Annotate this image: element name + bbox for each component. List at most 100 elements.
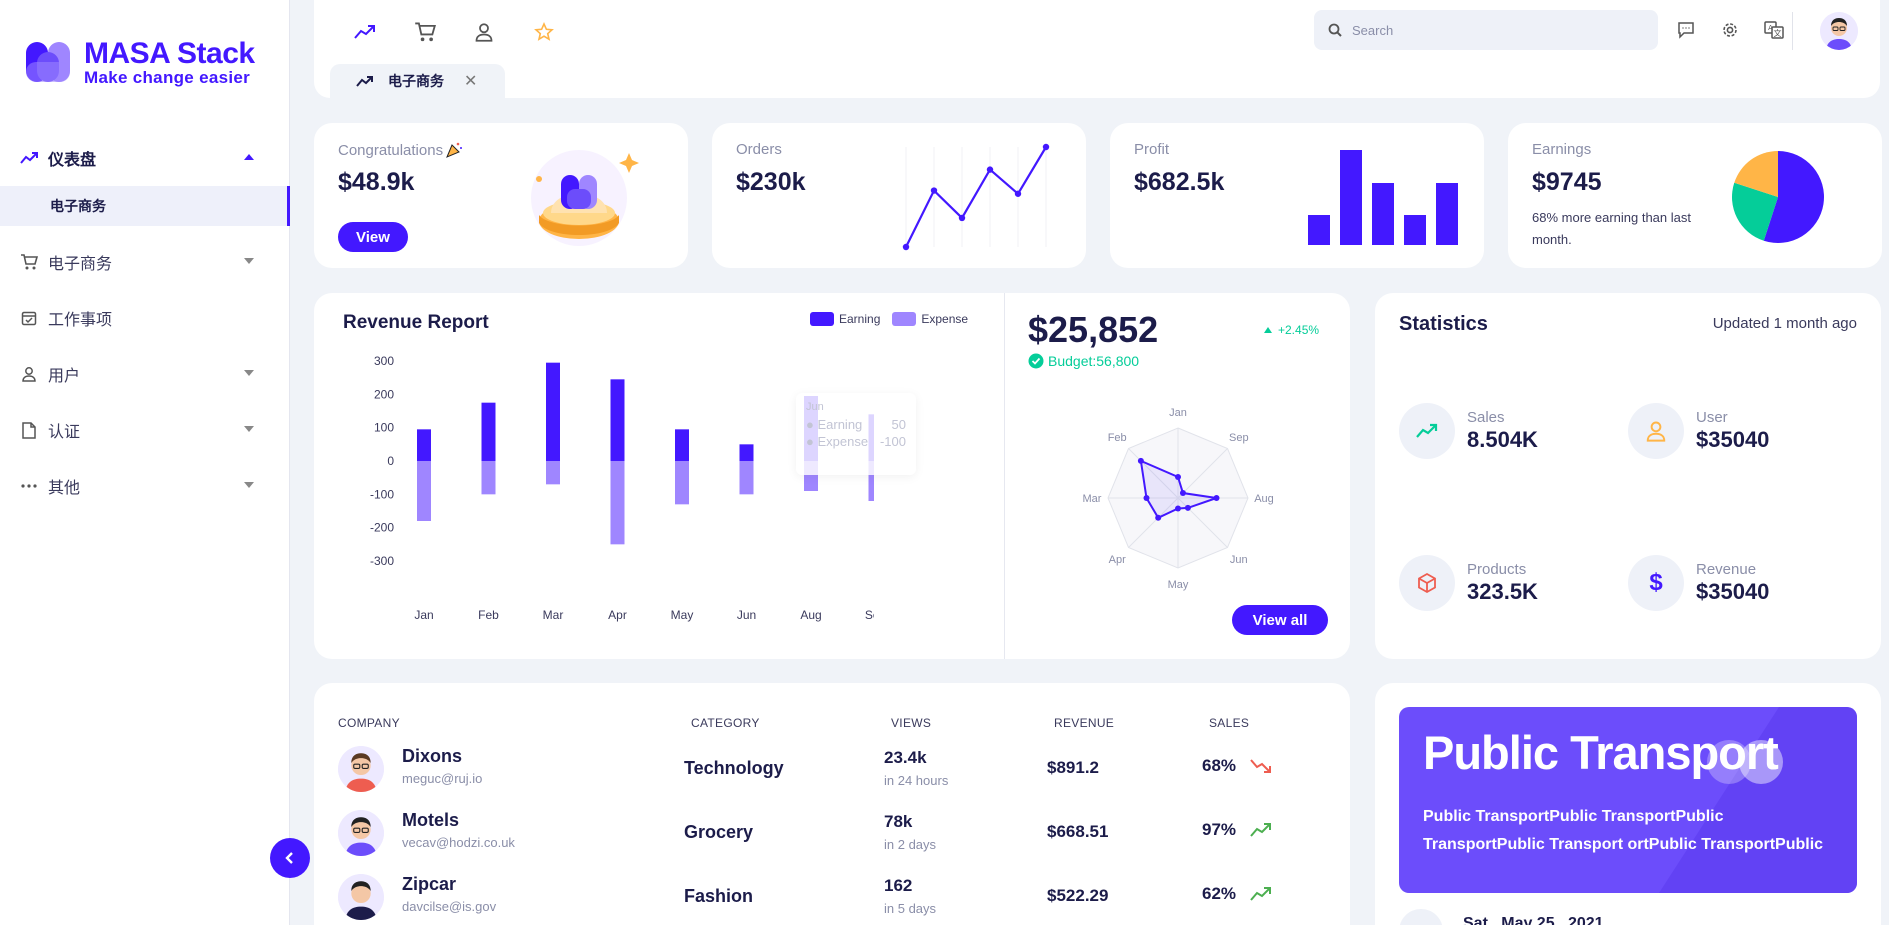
radar-point: [1143, 495, 1150, 501]
cart-icon: [415, 22, 436, 42]
radar-axis-label: Aug: [1254, 493, 1274, 505]
sidebar-item-label: 工作事项: [48, 312, 113, 329]
company-views: 162: [884, 876, 913, 895]
banner-decoration: [1659, 707, 1857, 893]
company-email: davcilse@is.gov: [402, 899, 497, 914]
quick-link-favorites[interactable]: [534, 20, 594, 44]
column-header-company: COMPANY: [338, 716, 400, 730]
stat-icon-circle: [1399, 403, 1455, 459]
orders-point: [902, 243, 910, 251]
sidebar-item-auth[interactable]: 认证: [0, 402, 290, 458]
more-dots-icon: [20, 477, 38, 495]
column-header-sales: SALES: [1209, 716, 1250, 730]
sidebar-collapse-button[interactable]: [270, 838, 310, 878]
company-category: Grocery: [684, 822, 754, 842]
view-all-button[interactable]: View all: [1232, 605, 1328, 635]
company-email: meguc@ruj.io: [402, 771, 483, 786]
revenue-bar-chart: 300 200 100 0 -100 -200 -300 Jan Feb Mar Apr May Jun…: [370, 354, 874, 622]
brand-subtitle: Make change easier: [84, 68, 251, 87]
radar-axis-label: Apr: [1109, 554, 1126, 566]
trending-icon: [20, 149, 38, 167]
radar-point: [1179, 490, 1186, 497]
banner-text: Public TransportPublic TransportPublic T…: [1423, 808, 1824, 853]
transport-banner[interactable]: Public Transport Public TransportPublic …: [1399, 707, 1857, 893]
tab-ecommerce[interactable]: 电子商务 ✕: [330, 64, 505, 98]
profit-bar: [1404, 215, 1426, 245]
sidebar-item-label: 仪表盘: [48, 152, 97, 169]
x-tick-label: Aug: [800, 608, 821, 622]
pie-slice: [1763, 151, 1824, 243]
pie-slice: [1734, 151, 1778, 197]
company-sales: 62%: [1202, 884, 1237, 903]
trophy-illustration: [531, 150, 639, 246]
table-row[interactable]: Dixons meguc@ruj.io Technology 23.4k in …: [314, 746, 1350, 810]
profit-card: Profit $682.5k: [1110, 123, 1484, 268]
congrats-label: Congratulations: [338, 141, 444, 159]
company-name: Zipcar: [402, 874, 457, 894]
stat-value: $35040: [1696, 427, 1770, 452]
stat-icon-circle: $: [1628, 555, 1684, 611]
cart-icon: [20, 253, 38, 271]
profit-bar: [1372, 183, 1394, 245]
brand-logo[interactable]: MASA Stack Make change easier: [24, 38, 255, 88]
sidebar-item-ecommerce[interactable]: 电子商务: [0, 234, 290, 290]
legend-item-expense[interactable]: Expense: [892, 312, 968, 326]
tab-close-button[interactable]: ✕: [464, 73, 478, 90]
sidebar-item-todo[interactable]: 工作事项: [0, 290, 290, 346]
stat-icon-circle: [1628, 403, 1684, 459]
stat-products: Products 323.5K: [1399, 555, 1538, 611]
translate-icon: 文A: [1764, 21, 1784, 39]
avatar: [338, 746, 384, 792]
sidebar-item-label: 用户: [48, 368, 81, 385]
orders-card: Orders $230k: [712, 123, 1086, 268]
y-tick-label: -100: [370, 487, 394, 501]
chevron-left-icon: [285, 852, 293, 864]
earnings-value: $9745: [1532, 168, 1602, 196]
column-header-revenue: REVENUE: [1054, 716, 1115, 730]
company-views-time: in 24 hours: [884, 773, 949, 788]
banner-date: Sat , May 25 , 2021: [1463, 915, 1604, 925]
messages-button[interactable]: [1664, 18, 1708, 42]
legend-label: Earning: [839, 312, 881, 326]
search-box: [1314, 10, 1658, 50]
table-row[interactable]: Motels vecav@hodzi.co.uk Grocery 78k in …: [314, 810, 1350, 874]
legend-item-earning[interactable]: Earning: [810, 312, 880, 326]
x-tick-label: Jun: [737, 608, 756, 622]
sidebar-item-label: 电子商务: [48, 256, 113, 273]
sidebar-item-other[interactable]: 其他: [0, 458, 290, 514]
quick-link-dashboard[interactable]: [354, 20, 414, 44]
quick-link-user[interactable]: [474, 20, 534, 44]
radar-axis-label: Jan: [1169, 407, 1187, 419]
company-category: Technology: [684, 758, 784, 778]
search-input[interactable]: [1352, 22, 1632, 38]
earning-bar: [610, 379, 625, 461]
revenue-legend: Earning Expense: [810, 312, 968, 326]
star-icon: [534, 22, 554, 41]
chevron-down-icon: [244, 258, 254, 264]
earning-bar: [417, 429, 431, 461]
orders-point: [1014, 190, 1022, 197]
profit-value: $682.5k: [1134, 168, 1225, 196]
radar-axis: [1128, 497, 1179, 548]
sidebar-subitem-ecommerce[interactable]: 电子商务: [0, 186, 290, 226]
revenue-report-card: Revenue Report Earning Expense 300 200 100…: [314, 293, 1350, 659]
quick-link-cart[interactable]: [414, 20, 474, 44]
user-icon: [475, 23, 493, 42]
masa-logo-icon: [26, 42, 70, 82]
stat-icon-circle: [1399, 555, 1455, 611]
check-circle-icon: [1028, 353, 1044, 369]
x-tick-label: Mar: [543, 608, 564, 622]
avatar-image: [338, 810, 384, 856]
radar-axis: [1177, 448, 1228, 499]
table-row[interactable]: Zipcar davcilse@is.gov Fashion 162 in 5 …: [314, 874, 1350, 925]
company-name: Motels: [402, 810, 460, 830]
user-avatar[interactable]: [1820, 12, 1858, 50]
revenue-total: $25,852: [1028, 309, 1159, 350]
settings-button[interactable]: [1708, 18, 1752, 42]
view-button[interactable]: View: [338, 222, 408, 252]
congrats-card: Congratulations $48.9k View: [314, 123, 688, 268]
sidebar-item-dashboard[interactable]: 仪表盘: [0, 130, 290, 186]
statistics-title: Statistics: [1399, 313, 1488, 335]
sidebar-item-users[interactable]: 用户: [0, 346, 290, 402]
